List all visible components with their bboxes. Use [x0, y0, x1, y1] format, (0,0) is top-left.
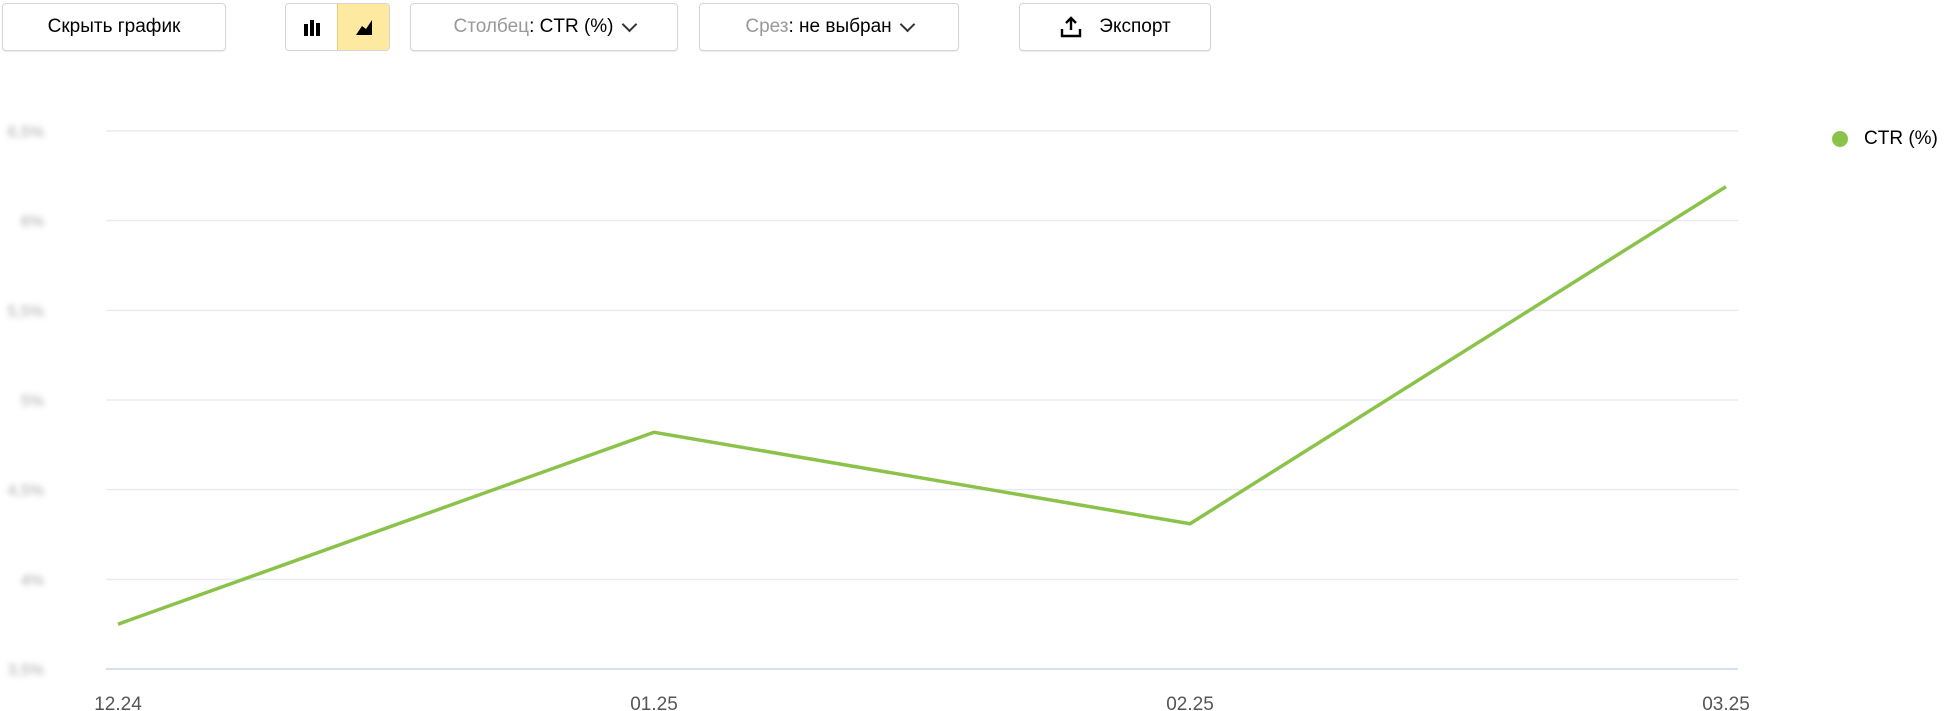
legend-label: CTR (%) — [1864, 128, 1938, 149]
y-tick-label: 6,5% — [8, 124, 44, 141]
x-tick-label: 01.25 — [630, 694, 678, 711]
export-button[interactable]: Экспорт — [1019, 3, 1211, 51]
y-tick-label: 6% — [21, 214, 44, 231]
y-tick-label: 5% — [21, 393, 44, 410]
bar-chart-icon[interactable] — [286, 4, 337, 50]
legend-item[interactable]: CTR (%) — [1832, 128, 1938, 150]
chevron-down-icon — [899, 16, 915, 32]
column-label: Столбец — [453, 16, 530, 37]
chevron-down-icon — [621, 16, 637, 32]
x-tick-label: 12.24 — [94, 694, 142, 711]
y-tick-label: 4% — [21, 572, 44, 589]
hide-chart-button[interactable]: Скрыть график — [2, 3, 226, 51]
column-value: : CTR (%) — [529, 16, 614, 37]
series-line — [117, 185, 1727, 626]
hide-chart-label: Скрыть график — [47, 16, 181, 37]
export-icon — [1061, 16, 1082, 38]
slice-label: Срез — [745, 16, 789, 37]
legend-dot — [1832, 131, 1848, 147]
slice-value: : не выбран — [788, 16, 892, 37]
y-tick-label: 3,5% — [8, 662, 44, 679]
x-tick-label: 03.25 — [1702, 694, 1750, 711]
column-select[interactable]: Столбец: CTR (%) — [410, 3, 678, 51]
y-tick-label: 4,5% — [8, 483, 44, 500]
slice-select[interactable]: Срез: не выбран — [699, 3, 959, 51]
x-tick-label: 02.25 — [1166, 694, 1214, 711]
y-tick-label: 5,5% — [8, 303, 44, 320]
export-label: Экспорт — [1099, 16, 1171, 37]
chart-type-toggle[interactable] — [285, 3, 390, 51]
area-chart-icon[interactable] — [337, 4, 389, 50]
